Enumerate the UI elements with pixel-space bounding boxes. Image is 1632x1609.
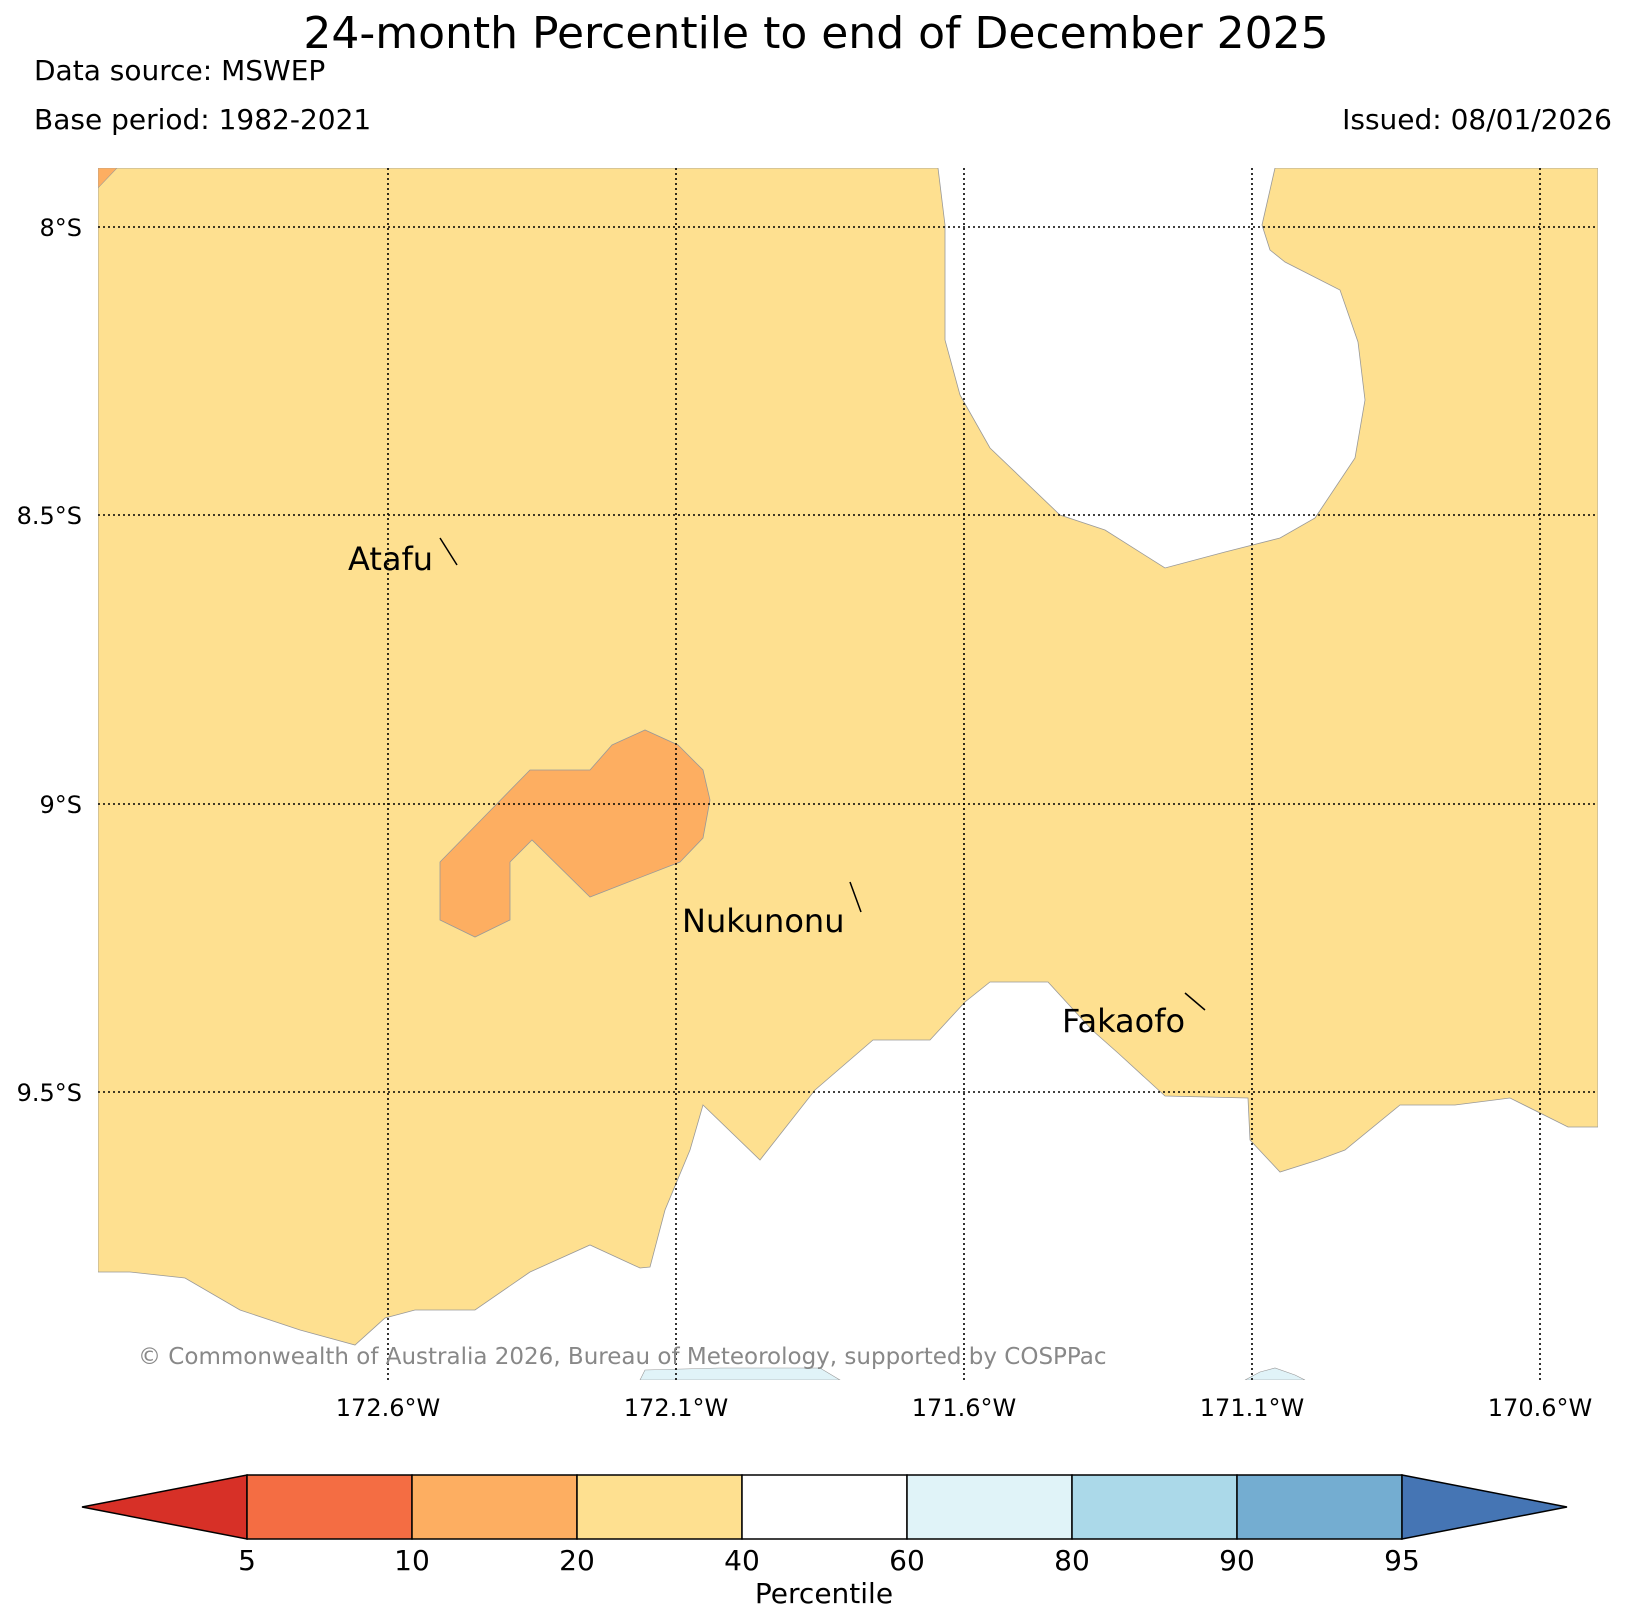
- copyright-credit: © Commonwealth of Australia 2026, Bureau…: [138, 1344, 1107, 1370]
- place-label-fakaofo: Fakaofo: [1062, 1002, 1185, 1040]
- colorbar-tick-60: 60: [889, 1544, 925, 1577]
- lon-label-170-6w: 170.6°W: [1488, 1394, 1592, 1422]
- colorbar-tick-95: 95: [1384, 1544, 1420, 1577]
- lat-label-9s: 9°S: [39, 791, 82, 819]
- lon-label-171-6w: 171.6°W: [912, 1394, 1016, 1422]
- colorbar-segment-4: [741, 1474, 908, 1540]
- atafu-leader-line: [439, 537, 458, 566]
- lat-label-8-5s: 8.5°S: [17, 502, 82, 530]
- colorbar-label: Percentile: [755, 1577, 893, 1609]
- lon-label-171-1w: 171.1°W: [1200, 1394, 1304, 1422]
- colorbar-segment-3: [576, 1474, 743, 1540]
- lat-label-9-5s: 9.5°S: [17, 1079, 82, 1107]
- lon-label-172-1w: 172.1°W: [624, 1394, 728, 1422]
- issued-label: Issued: 08/01/2026: [1342, 103, 1612, 136]
- place-label-nukunonu: Nukunonu: [682, 902, 844, 940]
- colorbar-tick-80: 80: [1054, 1544, 1090, 1577]
- nukunonu-leader-line: [849, 881, 862, 913]
- colorbar-segment-2: [411, 1474, 578, 1540]
- data-source-label: Data source: MSWEP: [34, 54, 326, 87]
- colorbar-segment-7: [1236, 1474, 1403, 1540]
- colorbar-tick-90: 90: [1219, 1544, 1255, 1577]
- region-10-20-northwest: [98, 168, 118, 189]
- region-10-20-central: [439, 729, 711, 938]
- colorbar-arrow-below-5: [81, 1474, 248, 1540]
- lon-label-172-6w: 172.6°W: [336, 1394, 440, 1422]
- colorbar-segment-1: [246, 1474, 413, 1540]
- region-60-80-south: [639, 1367, 841, 1380]
- colorbar-tick-5: 5: [238, 1544, 256, 1577]
- lat-label-8s: 8°S: [39, 214, 82, 242]
- chart-title: 24-month Percentile to end of December 2…: [303, 8, 1329, 59]
- colorbar-arrow-above-95: [1401, 1474, 1568, 1540]
- colorbar-tick-40: 40: [724, 1544, 760, 1577]
- colorbar-tick-10: 10: [394, 1544, 430, 1577]
- base-period-label: Base period: 1982-2021: [34, 103, 372, 136]
- colorbar-segment-6: [1071, 1474, 1238, 1540]
- fakaofo-leader-line: [1184, 992, 1206, 1011]
- colorbar-segment-5: [906, 1474, 1073, 1540]
- colorbar-tick-20: 20: [559, 1544, 595, 1577]
- colorbar: [81, 1474, 1568, 1540]
- graticule: [98, 168, 1598, 1380]
- region-60-80-southeast: [1244, 1367, 1306, 1380]
- place-label-atafu: Atafu: [348, 540, 433, 578]
